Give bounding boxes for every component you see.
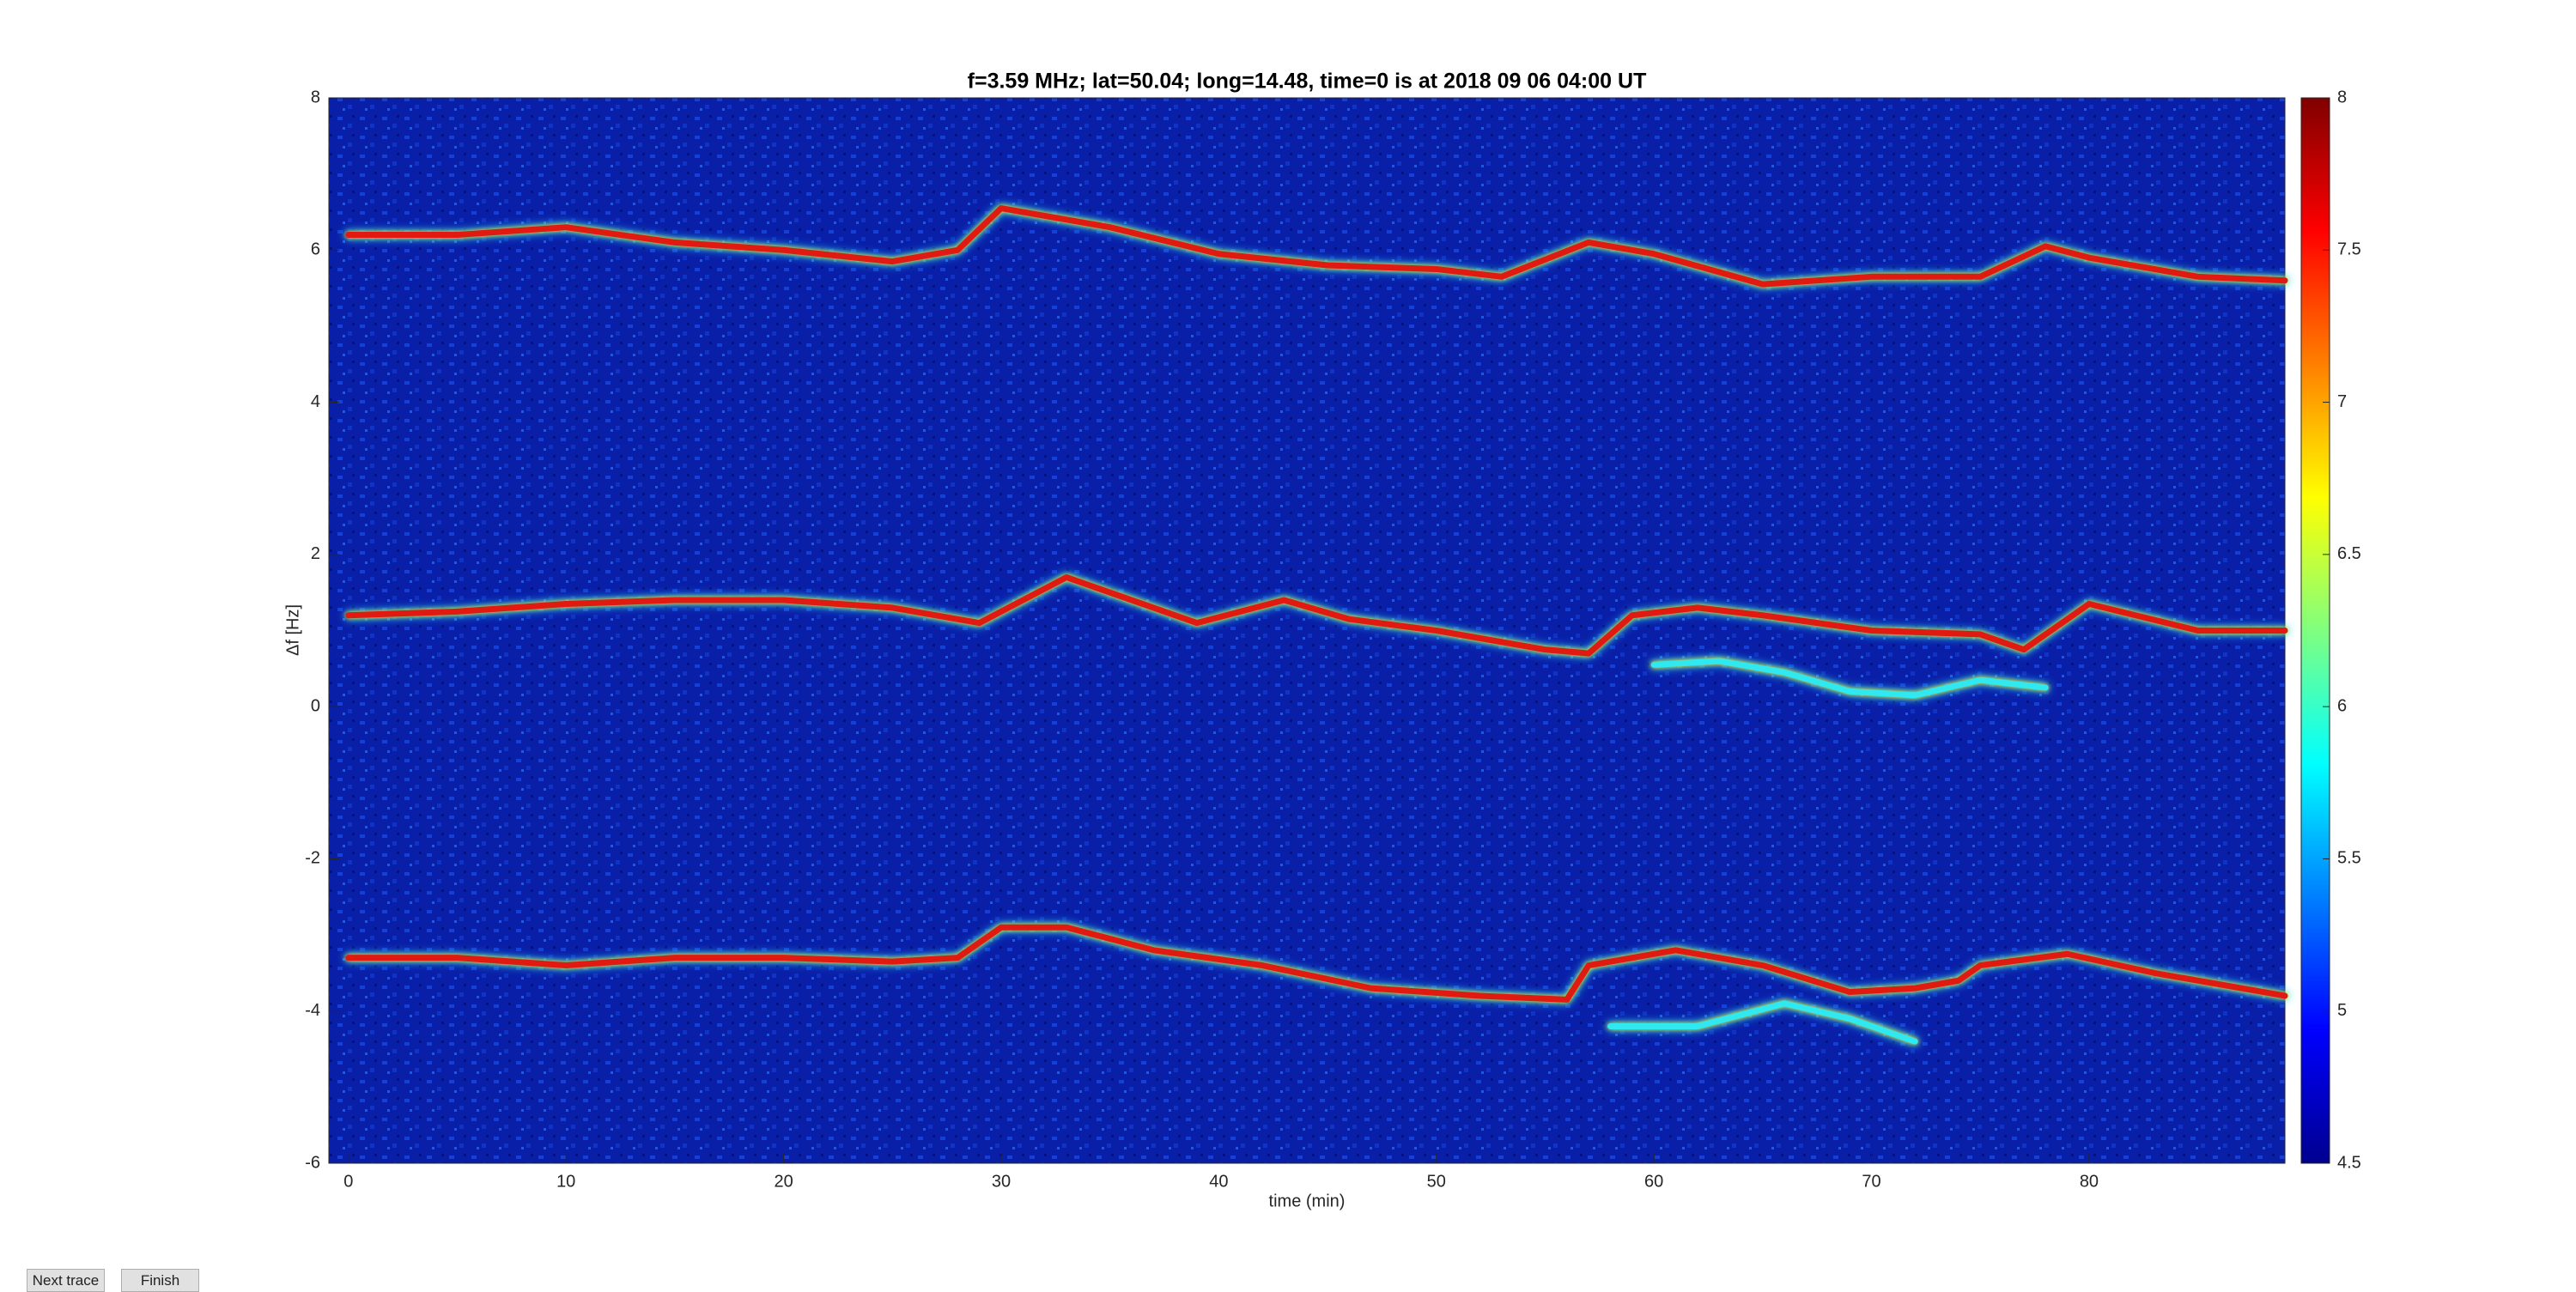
colorbar-tick-label: 5 [2337,1001,2347,1020]
x-tick-label: 70 [1862,1172,1880,1191]
x-axis-label: time (min) [1269,1192,1346,1210]
colorbar-tick-label: 7 [2337,392,2347,411]
y-tick-label: -2 [305,849,320,868]
y-axis-label: Δf [Hz] [283,604,302,656]
trace-line [345,205,2288,288]
colorbar-tick-label: 8 [2337,88,2347,106]
colorbar-tick-label: 4.5 [2337,1153,2361,1172]
spectrogram-background [329,98,2285,1163]
y-tick-label: -4 [305,1001,320,1020]
trace-line [1650,658,2049,699]
y-tick-label: 2 [311,544,320,563]
next-trace-button[interactable]: Next trace [27,1269,105,1292]
finish-button[interactable]: Finish [121,1269,199,1292]
colorbar-tick-label: 6.5 [2337,544,2361,563]
y-tick-label: 6 [311,240,320,259]
trace-line [345,573,2288,657]
x-tick-label: 0 [343,1172,353,1191]
y-tick-label: -6 [305,1153,320,1172]
x-tick-label: 30 [992,1172,1011,1191]
x-tick-label: 40 [1209,1172,1228,1191]
colorbar-tick-label: 5.5 [2337,849,2361,868]
y-tick-label: 8 [311,88,320,106]
x-tick-label: 50 [1427,1172,1446,1191]
x-tick-label: 80 [2080,1172,2099,1191]
x-tick-label: 60 [1644,1172,1663,1191]
colorbar [2300,97,2330,1164]
trace-line [1607,1000,1918,1045]
x-tick-label: 10 [556,1172,575,1191]
chart-title: f=3.59 MHz; lat=50.04; long=14.48, time=… [968,70,1647,94]
y-tick-label: 0 [311,696,320,715]
trace-line [345,924,2288,1003]
colorbar-tick-label: 6 [2337,696,2347,715]
colorbar-tick-label: 7.5 [2337,240,2361,259]
y-tick-label: 4 [311,392,320,411]
x-tick-label: 20 [774,1172,793,1191]
